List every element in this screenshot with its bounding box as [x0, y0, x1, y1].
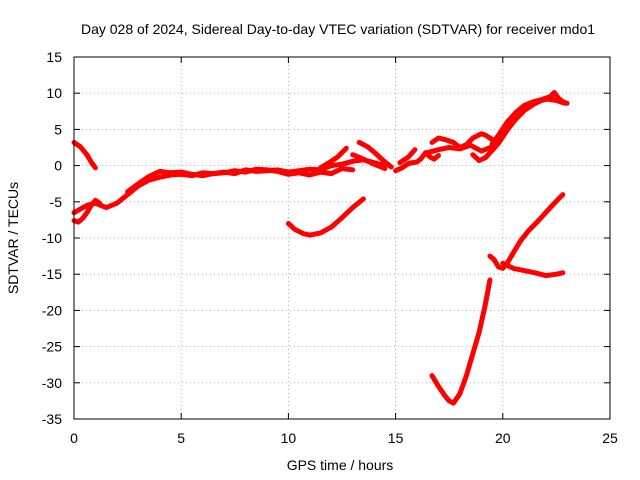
series-track-4 — [125, 166, 356, 195]
y-tick-label: -30 — [42, 375, 62, 391]
y-tick-label: 15 — [46, 49, 62, 65]
series-track-7 — [356, 139, 394, 170]
series-track-16 — [487, 192, 566, 271]
series-track-6 — [318, 145, 349, 171]
y-tick-label: -35 — [42, 411, 62, 427]
y-tick-label: 5 — [54, 121, 62, 137]
x-tick-label: 5 — [177, 430, 185, 446]
series-layer — [71, 90, 570, 406]
chart-title: Day 028 of 2024, Sidereal Day-to-day VTE… — [81, 21, 595, 37]
x-tick-label: 0 — [70, 430, 78, 446]
x-tick-label: 15 — [388, 430, 404, 446]
y-axis-title: SDTVAR / TECUs — [5, 182, 21, 294]
series-track-10 — [397, 147, 418, 166]
series-track-11 — [429, 131, 495, 150]
series-track-1 — [71, 139, 98, 171]
y-tick-label: -25 — [42, 339, 62, 355]
series-track-5 — [285, 196, 366, 238]
y-tick-label: 10 — [46, 85, 62, 101]
y-tick-label: 0 — [54, 158, 62, 174]
x-tick-label: 20 — [495, 430, 511, 446]
x-tick-label: 10 — [281, 430, 297, 446]
axis-ticks: 0 5 10 15 20 25 15 10 5 0 -5 -10 -15 -20 -25 -30 -35 — [42, 49, 618, 446]
y-tick-label: -5 — [50, 194, 63, 210]
x-tick-label: 25 — [602, 430, 618, 446]
series-track-14 — [489, 90, 568, 147]
y-tick-label: -20 — [42, 302, 62, 318]
series-track-15 — [429, 277, 493, 406]
series-track-17 — [500, 260, 566, 279]
series-track-9 — [393, 150, 441, 174]
grid-lines — [74, 57, 610, 419]
series-track-8 — [350, 152, 388, 171]
x-axis-title: GPS time / hours — [287, 457, 394, 473]
y-tick-label: -10 — [42, 230, 62, 246]
y-tick-label: -15 — [42, 266, 62, 282]
series-track-3 — [71, 197, 103, 225]
